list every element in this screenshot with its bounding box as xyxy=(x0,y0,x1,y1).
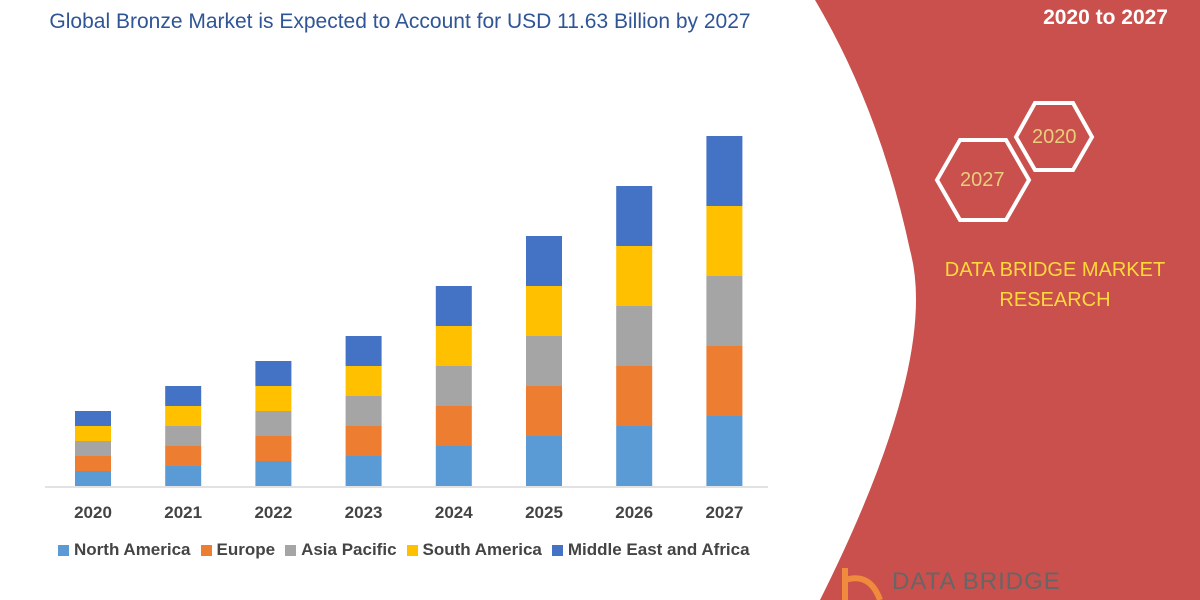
legend-swatch xyxy=(285,544,297,556)
legend-label: Europe xyxy=(216,540,276,559)
x-tick-label: 2021 xyxy=(164,503,203,522)
hexagon-2027-icon xyxy=(934,138,1032,222)
bar-segment-2023-1 xyxy=(345,426,382,456)
bar-segment-2027-1 xyxy=(706,346,743,416)
legend-label: Middle East and Africa xyxy=(567,540,750,559)
legend-swatch xyxy=(406,544,418,556)
bar-segment-2020-1 xyxy=(75,456,111,471)
legend-swatch xyxy=(58,544,69,556)
logo-mark-icon xyxy=(842,568,883,600)
bar-segment-2026-1 xyxy=(616,366,653,426)
bar-segment-2023-4 xyxy=(345,336,382,366)
bar-segment-2023-3 xyxy=(345,366,382,396)
bar-segment-2022-0 xyxy=(255,461,292,486)
bar-segment-2021-4 xyxy=(165,386,202,406)
bar-segment-2021-1 xyxy=(165,446,202,466)
bar-segment-2026-0 xyxy=(616,426,653,486)
bar-segment-2020-0 xyxy=(75,471,111,486)
legend-label: Asia Pacific xyxy=(301,540,397,559)
bar-segment-2021-2 xyxy=(165,426,202,446)
x-tick-label: 2023 xyxy=(344,503,383,522)
bar-segment-2021-0 xyxy=(165,466,202,486)
bar-segment-2026-4 xyxy=(616,186,653,246)
bar-segment-2025-0 xyxy=(526,436,562,486)
x-tick-label: 2022 xyxy=(254,503,293,522)
x-tick-label: 2024 xyxy=(434,503,473,522)
bar-segment-2020-3 xyxy=(75,426,111,441)
bar-segment-2027-2 xyxy=(706,276,743,346)
legend-item: South America xyxy=(406,540,542,560)
bar-segment-2024-4 xyxy=(435,286,472,326)
x-tick-label: 2026 xyxy=(615,503,654,522)
bar-segment-2020-2 xyxy=(75,441,111,456)
bar-segment-2025-1 xyxy=(526,386,562,436)
bar-segment-2025-3 xyxy=(526,286,562,336)
red-side-panel xyxy=(815,0,1200,600)
bar-segment-2022-4 xyxy=(255,361,292,386)
bar-segment-2026-3 xyxy=(616,246,653,306)
legend-item: Europe xyxy=(200,540,276,560)
bar-segment-2021-3 xyxy=(165,406,202,426)
x-tick-label: 2025 xyxy=(525,503,563,522)
hex-label-2020: 2020 xyxy=(1032,126,1077,148)
bar-segment-2027-4 xyxy=(706,136,743,206)
legend: North America Europe Asia Pacific South Ame… xyxy=(58,540,750,560)
bar-segment-2024-1 xyxy=(435,406,472,446)
bar-segment-2026-2 xyxy=(616,306,653,366)
legend-swatch xyxy=(200,544,212,556)
legend-item: Middle East and Africa xyxy=(551,540,750,560)
bar-segment-2024-0 xyxy=(435,446,472,486)
period-label: 2020 to 2027 xyxy=(1043,6,1168,29)
x-tick-label: 2020 xyxy=(74,503,112,522)
legend-swatch xyxy=(551,544,563,556)
bar-segment-2027-3 xyxy=(706,206,743,276)
bar-segment-2024-2 xyxy=(435,366,472,406)
bar-segment-2023-2 xyxy=(345,396,382,426)
bar-segment-2025-4 xyxy=(526,236,562,286)
bar-segment-2023-0 xyxy=(345,456,382,486)
hexagon-2020-icon xyxy=(1013,101,1095,172)
legend-item: North America xyxy=(58,540,191,560)
bar-segment-2022-3 xyxy=(255,386,292,411)
bar-segment-2020-4 xyxy=(75,411,111,426)
bar-segment-2022-1 xyxy=(255,436,292,461)
legend-label: South America xyxy=(422,540,542,559)
legend-item: Asia Pacific xyxy=(285,540,397,560)
logo-text: DATA BRIDGE xyxy=(892,568,1061,595)
bar-segment-2022-2 xyxy=(255,411,292,436)
brand-name: DATA BRIDGE MARKET RESEARCH xyxy=(944,259,1166,311)
x-tick-label: 2027 xyxy=(705,503,744,522)
legend-label: North America xyxy=(74,540,191,559)
chart-title: Global Bronze Market is Expected to Acco… xyxy=(49,10,751,33)
bar-segment-2024-3 xyxy=(435,326,472,366)
bar-segment-2027-0 xyxy=(706,416,743,486)
bars-group xyxy=(75,136,743,486)
hex-label-2027: 2027 xyxy=(960,169,1005,191)
bar-segment-2025-2 xyxy=(526,336,562,386)
